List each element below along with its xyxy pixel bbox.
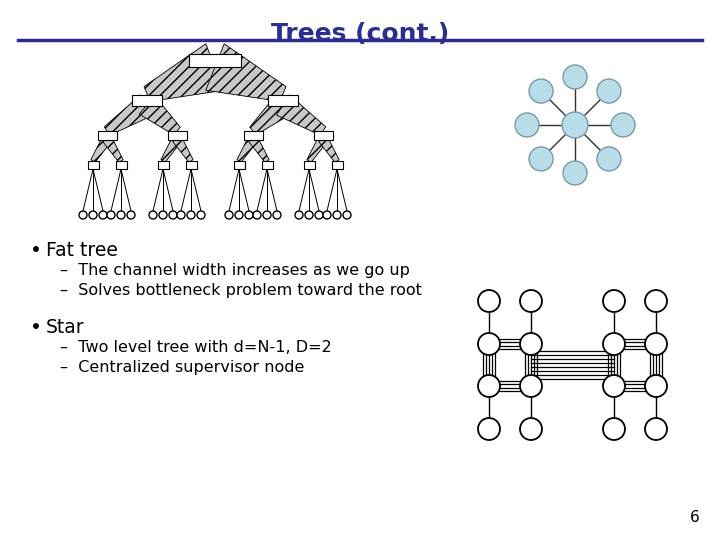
Bar [313,131,333,139]
Circle shape [515,113,539,137]
Text: 6: 6 [690,510,700,525]
Text: Fat tree: Fat tree [46,241,118,260]
Bar [186,161,197,169]
Bar [243,131,263,139]
Polygon shape [206,44,286,102]
Circle shape [562,112,588,138]
Circle shape [225,211,233,219]
Circle shape [263,211,271,219]
Circle shape [245,211,253,219]
Bar [97,131,117,139]
Circle shape [117,211,125,219]
Polygon shape [91,136,111,163]
Text: Trees (cont.): Trees (cont.) [271,22,449,46]
Circle shape [315,211,323,219]
Circle shape [529,79,553,103]
Text: •: • [30,318,42,337]
Circle shape [99,211,107,219]
Bar [189,53,241,66]
Circle shape [563,161,587,185]
Polygon shape [276,95,325,135]
Circle shape [187,211,195,219]
Circle shape [197,211,205,219]
Circle shape [89,211,97,219]
Bar [88,161,99,169]
Circle shape [169,211,177,219]
Bar [168,131,186,139]
Circle shape [520,418,542,440]
Polygon shape [161,136,181,163]
Circle shape [323,211,331,219]
Circle shape [333,211,341,219]
Circle shape [597,147,621,171]
Circle shape [645,418,667,440]
Circle shape [563,65,587,89]
Circle shape [603,418,625,440]
Bar [132,94,162,105]
Bar [331,161,343,169]
Polygon shape [139,96,180,135]
Circle shape [645,375,667,397]
Text: •: • [30,241,42,260]
Bar [158,161,168,169]
Text: –  Two level tree with d=N-1, D=2: – Two level tree with d=N-1, D=2 [60,340,332,355]
Text: –  The channel width increases as we go up: – The channel width increases as we go u… [60,263,410,278]
Circle shape [478,418,500,440]
Circle shape [529,147,553,171]
Polygon shape [144,44,224,102]
Polygon shape [104,95,153,135]
Polygon shape [319,136,339,163]
Circle shape [273,211,281,219]
Circle shape [478,375,500,397]
Circle shape [611,113,635,137]
Circle shape [645,290,667,312]
Bar [115,161,127,169]
Text: –  Solves bottleneck problem toward the root: – Solves bottleneck problem toward the r… [60,283,422,298]
Polygon shape [249,136,269,163]
Circle shape [127,211,135,219]
Circle shape [305,211,313,219]
Text: –  Centralized supervisor node: – Centralized supervisor node [60,360,305,375]
Polygon shape [307,136,327,163]
Polygon shape [103,136,123,163]
Circle shape [478,290,500,312]
Circle shape [177,211,185,219]
Bar [268,94,298,105]
Polygon shape [250,96,291,135]
Circle shape [520,375,542,397]
Circle shape [159,211,167,219]
Circle shape [597,79,621,103]
Circle shape [520,333,542,355]
Circle shape [645,333,667,355]
Bar [261,161,272,169]
Polygon shape [237,136,257,163]
Circle shape [603,290,625,312]
Circle shape [520,290,542,312]
Polygon shape [173,136,193,163]
Circle shape [149,211,157,219]
Circle shape [235,211,243,219]
Circle shape [107,211,115,219]
Text: Star: Star [46,318,85,337]
Bar [304,161,315,169]
Circle shape [343,211,351,219]
Circle shape [253,211,261,219]
Bar [233,161,245,169]
Circle shape [603,375,625,397]
Circle shape [79,211,87,219]
Circle shape [478,333,500,355]
Circle shape [603,333,625,355]
Circle shape [295,211,303,219]
